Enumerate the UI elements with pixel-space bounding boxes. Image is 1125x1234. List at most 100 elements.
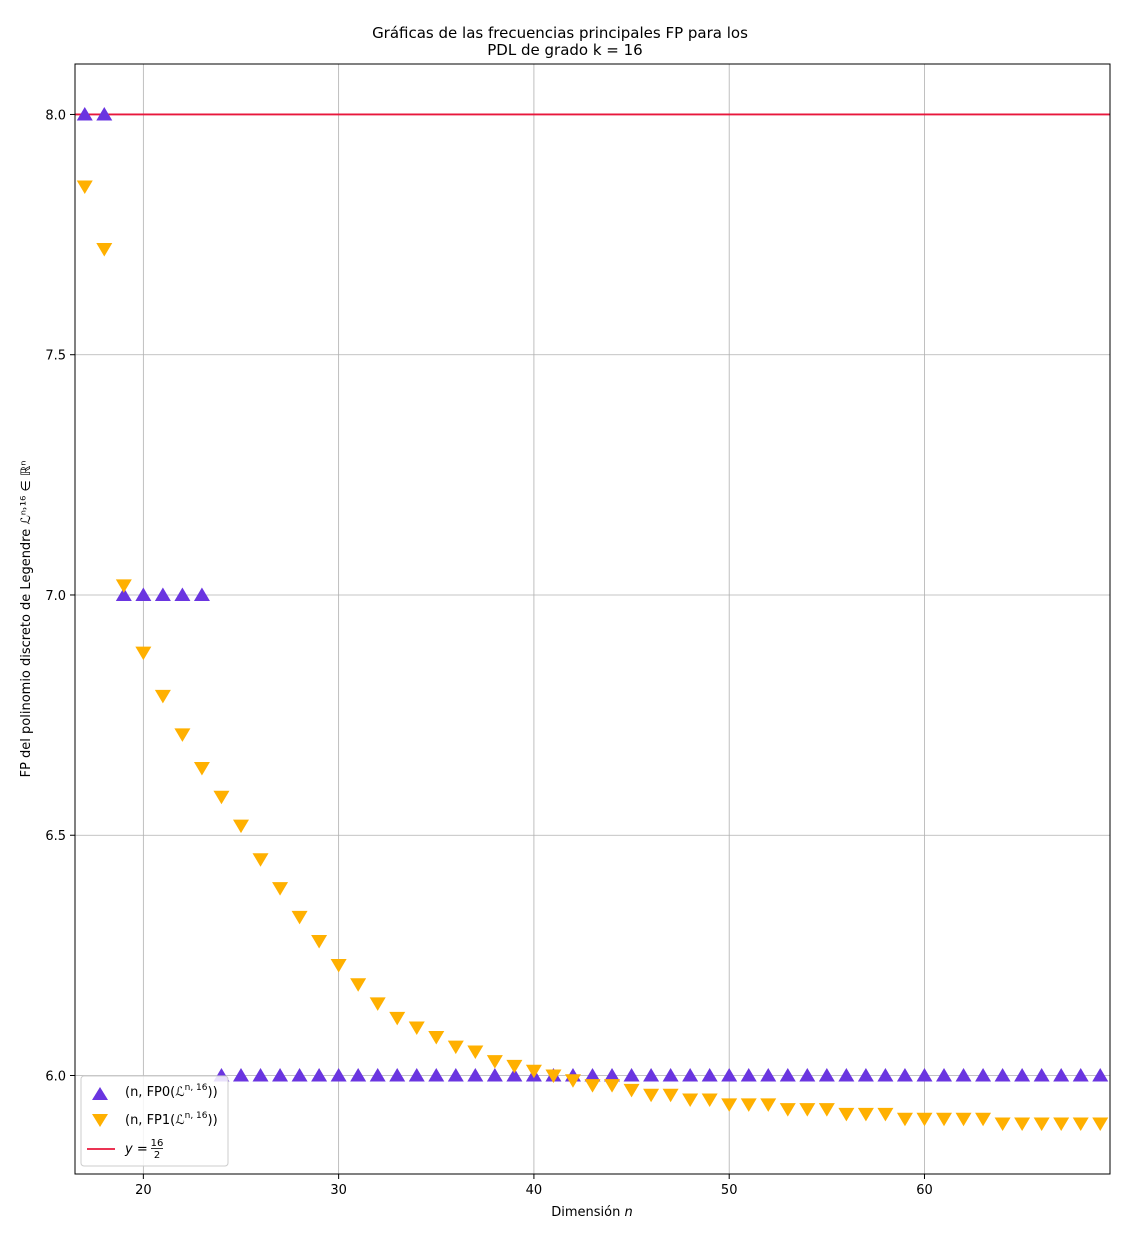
y-tick-label: 8.0 bbox=[45, 108, 66, 123]
fp1-point bbox=[1072, 1117, 1089, 1132]
legend-fp0-label: (n, FP0(ℒn, 16)) bbox=[125, 1083, 218, 1100]
fp0-point bbox=[311, 1067, 328, 1082]
fp0-point bbox=[76, 106, 93, 121]
fp1-point bbox=[975, 1112, 992, 1127]
fp0-point bbox=[232, 1067, 249, 1082]
y-tick-label: 6.0 bbox=[45, 1069, 66, 1084]
fp1-point bbox=[389, 1011, 406, 1026]
fp0-point bbox=[408, 1067, 425, 1082]
fp1-point bbox=[213, 790, 230, 805]
fp1-point bbox=[779, 1103, 796, 1117]
fp1-point bbox=[1092, 1117, 1109, 1132]
fp0-point bbox=[721, 1067, 738, 1082]
fp1-point bbox=[506, 1059, 523, 1074]
legend-ref-den: 2 bbox=[154, 1150, 160, 1161]
fp0-point bbox=[291, 1067, 308, 1082]
legend-fp1-label: (n, FP1(ℒn, 16)) bbox=[125, 1111, 218, 1128]
fp1-point bbox=[525, 1064, 542, 1079]
fp0-point bbox=[115, 587, 132, 601]
fp0-point bbox=[1072, 1067, 1089, 1082]
fp1-point bbox=[662, 1088, 679, 1103]
fp0-point bbox=[955, 1067, 972, 1082]
x-tick-label: 60 bbox=[916, 1183, 933, 1198]
fp1-point bbox=[428, 1031, 445, 1045]
fp1-point bbox=[623, 1083, 640, 1098]
legend-fp0-marker bbox=[92, 1087, 108, 1100]
fp0-point bbox=[428, 1067, 445, 1082]
fp0-point bbox=[799, 1067, 816, 1082]
fp0-point bbox=[760, 1067, 777, 1082]
fp1-point bbox=[955, 1112, 972, 1127]
fp0-point bbox=[584, 1067, 601, 1082]
fp1-point bbox=[1053, 1117, 1070, 1132]
fp1-point bbox=[916, 1112, 933, 1127]
fp0-point bbox=[486, 1067, 503, 1082]
fp0-point bbox=[272, 1067, 289, 1082]
fp0-point bbox=[193, 587, 210, 601]
fp0-point bbox=[896, 1067, 913, 1082]
fp0-point bbox=[623, 1067, 640, 1082]
fp1-point bbox=[174, 728, 191, 742]
y-tick-label: 7.5 bbox=[45, 349, 66, 364]
fp1-point bbox=[447, 1040, 464, 1055]
legend-box bbox=[80, 1075, 229, 1167]
fp1-point bbox=[330, 958, 347, 973]
fp1-point bbox=[838, 1107, 855, 1122]
fp1-point bbox=[857, 1107, 874, 1122]
fp1-point bbox=[721, 1098, 738, 1112]
series-fp1-markers bbox=[76, 180, 1109, 1132]
fp0-point bbox=[682, 1067, 699, 1082]
fp1-point bbox=[818, 1103, 835, 1117]
fp1-point bbox=[467, 1045, 484, 1059]
fp1-point bbox=[486, 1055, 503, 1069]
fp1-point bbox=[936, 1112, 953, 1127]
legend-ref-num: 16 bbox=[151, 1138, 164, 1149]
fp1-point bbox=[584, 1079, 601, 1093]
fp1-point bbox=[252, 853, 269, 867]
fp0-point bbox=[857, 1067, 874, 1082]
fp0-point bbox=[350, 1067, 367, 1082]
fp1-point bbox=[350, 978, 367, 992]
fp0-point bbox=[838, 1067, 855, 1082]
fp0-point bbox=[369, 1067, 386, 1082]
fp0-point bbox=[447, 1067, 464, 1082]
fp0-point bbox=[662, 1067, 679, 1082]
fp1-point bbox=[740, 1098, 757, 1112]
x-tick-label: 50 bbox=[721, 1183, 738, 1198]
fp0-point bbox=[506, 1067, 523, 1082]
x-axis-ticks: 20 30 40 50 60 bbox=[135, 1174, 933, 1198]
fp0-point bbox=[701, 1067, 718, 1082]
fp1-point bbox=[896, 1112, 913, 1127]
x-tick-label: 40 bbox=[526, 1183, 543, 1198]
fp1-point bbox=[799, 1103, 816, 1117]
plot-frame bbox=[74, 63, 1111, 1175]
fp0-point bbox=[389, 1067, 406, 1082]
fp1-point bbox=[1033, 1117, 1050, 1132]
fp0-point bbox=[135, 587, 152, 601]
chart-title-line1: Gráficas de las frecuencias principales … bbox=[372, 24, 748, 42]
fp1-point bbox=[545, 1069, 562, 1083]
fp0-point bbox=[1092, 1067, 1109, 1082]
fp0-point bbox=[1033, 1067, 1050, 1082]
x-tick-label: 30 bbox=[330, 1183, 347, 1198]
fp0-point bbox=[936, 1067, 953, 1082]
fp1-point bbox=[643, 1088, 660, 1103]
fp1-point bbox=[877, 1107, 894, 1122]
fp0-point bbox=[779, 1067, 796, 1082]
fp1-point bbox=[604, 1079, 621, 1093]
y-axis-label: FP del polinomio discreto de Legendre ℒⁿ… bbox=[19, 461, 34, 778]
legend-ref-label: y = bbox=[124, 1142, 148, 1157]
fp1-point bbox=[291, 910, 308, 925]
fp1-point bbox=[311, 934, 328, 949]
fp0-point bbox=[916, 1067, 933, 1082]
fp0-point bbox=[643, 1067, 660, 1082]
fp0-point bbox=[467, 1067, 484, 1082]
series-fp0-markers bbox=[76, 106, 1109, 1082]
x-axis-label: Dimensión n bbox=[551, 1205, 632, 1220]
fp1-point bbox=[232, 819, 249, 834]
fp0-point bbox=[330, 1067, 347, 1082]
legend-fp1-marker bbox=[92, 1114, 108, 1127]
y-tick-label: 7.0 bbox=[45, 589, 66, 604]
